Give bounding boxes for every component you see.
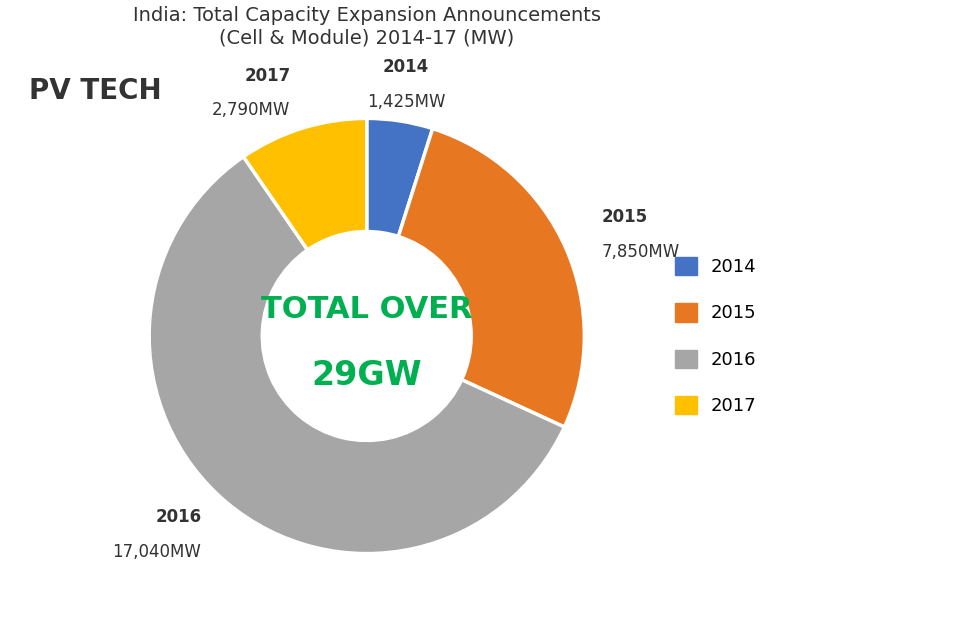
Text: TOTAL OVER: TOTAL OVER <box>261 296 472 324</box>
Wedge shape <box>243 118 366 250</box>
Wedge shape <box>366 118 432 236</box>
Text: 7,850MW: 7,850MW <box>601 243 679 261</box>
Text: 29GW: 29GW <box>311 358 422 392</box>
Wedge shape <box>398 129 583 427</box>
Text: 2,790MW: 2,790MW <box>212 101 290 120</box>
Wedge shape <box>149 157 564 554</box>
Text: 2017: 2017 <box>244 67 290 84</box>
Text: 1,425MW: 1,425MW <box>366 93 445 111</box>
Text: PV TECH: PV TECH <box>29 77 162 105</box>
Legend: 2014, 2015, 2016, 2017: 2014, 2015, 2016, 2017 <box>674 257 756 415</box>
Text: 17,040MW: 17,040MW <box>112 543 201 561</box>
Text: 2014: 2014 <box>383 58 429 76</box>
Title: India: Total Capacity Expansion Announcements
(Cell & Module) 2014-17 (MW): India: Total Capacity Expansion Announce… <box>133 6 600 47</box>
Text: 2016: 2016 <box>155 508 201 526</box>
Text: 2015: 2015 <box>601 208 647 226</box>
